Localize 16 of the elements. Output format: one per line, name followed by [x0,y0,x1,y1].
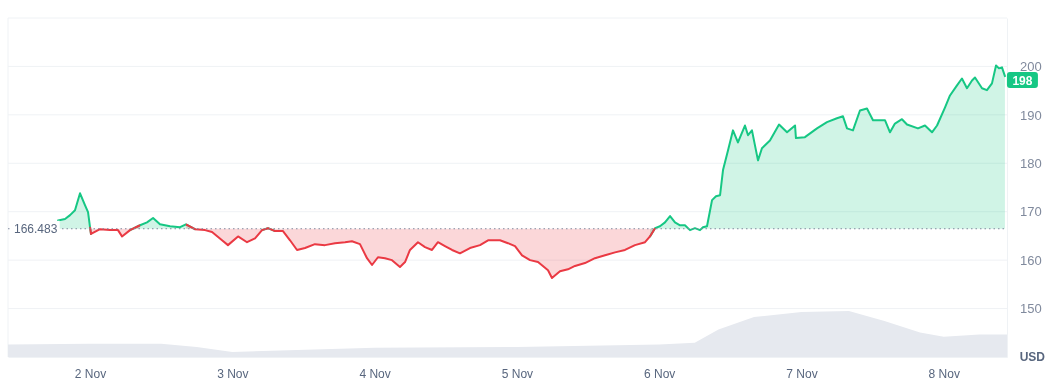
x-tick-label: 5 Nov [501,366,534,381]
y-tick-label: 170 [1020,204,1042,220]
x-tick-label: 6 Nov [644,366,676,381]
x-tick-label: 3 Nov [217,366,249,381]
y-tick-label: 150 [1020,301,1042,317]
y-tick-label: 200 [1020,59,1042,75]
x-tick-label: 2 Nov [74,366,107,381]
ref-line-label: 166.483 [14,221,58,236]
y-axis-title: USD [1019,350,1046,364]
y-tick-label: 190 [1020,107,1042,123]
x-tick-label: 4 Nov [359,366,391,381]
x-tick-label: 8 Nov [928,366,960,381]
annotation: 198 [1012,73,1033,88]
y-tick-label: 180 [1020,155,1042,171]
y-tick-label: 160 [1020,252,1042,268]
x-tick-label: 7 Nov [786,366,818,381]
